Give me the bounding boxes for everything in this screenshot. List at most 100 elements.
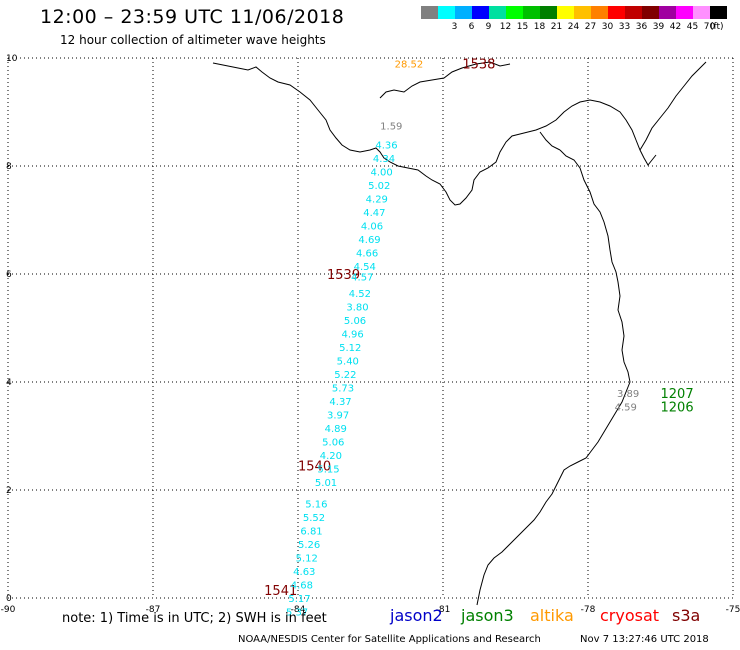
wave-height-value: 4.54	[354, 262, 376, 273]
legend-label: 33	[618, 22, 631, 32]
y-tick-label: 10	[6, 54, 18, 64]
legend-swatch	[421, 6, 438, 19]
track-number-label: 1539	[327, 268, 360, 283]
satellite-name-jason2: jason2	[390, 606, 443, 625]
legend-swatch	[659, 6, 676, 19]
legend-label: 30	[601, 22, 614, 32]
footer-timestamp: Nov 7 13:27:46 UTC 2018	[580, 634, 709, 645]
wave-height-value: 5.06	[322, 437, 344, 448]
wave-height-value: 4.47	[363, 208, 385, 219]
legend-label: 18	[533, 22, 546, 32]
track-number-label: 1540	[298, 460, 331, 475]
wave-height-value: 5.37	[286, 608, 308, 619]
y-tick-label: 6	[6, 270, 12, 280]
legend-unit: (ft)	[710, 22, 724, 32]
legend-swatch	[523, 6, 540, 19]
legend-swatch	[489, 6, 506, 19]
legend-swatch	[693, 6, 710, 19]
legend-label: 70	[703, 22, 716, 32]
x-tick-label: -87	[146, 605, 161, 615]
wave-height-value: 5.73	[332, 383, 354, 394]
legend-swatch	[438, 6, 455, 19]
wave-height-value: 4.52	[349, 289, 371, 300]
y-tick-label: 0	[6, 594, 12, 604]
wave-height-value: 4.06	[361, 221, 383, 232]
legend-label: 6	[468, 22, 475, 32]
x-tick-label: -81	[436, 605, 451, 615]
wave-height-value: 6.81	[300, 527, 322, 538]
x-tick-label: -84	[291, 605, 306, 615]
wave-height-value: 3.80	[346, 302, 368, 313]
wave-height-value: 5.02	[368, 181, 390, 192]
wave-height-value: 4.36	[375, 140, 397, 151]
wave-height-value: 5.01	[315, 478, 337, 489]
legend-label: 12	[499, 22, 512, 32]
x-tick-label: -78	[581, 605, 596, 615]
page-title: 12:00 – 23:59 UTC 11/06/2018	[40, 6, 345, 28]
legend-swatch	[557, 6, 574, 19]
wave-height-value: 3.89	[617, 389, 639, 400]
legend-swatch	[506, 6, 523, 19]
track-number-label: 1206	[661, 400, 694, 415]
wave-height-value: 4.68	[291, 581, 313, 592]
wave-height-value: 4.34	[373, 154, 395, 165]
map-axes: -90 -87 -84 -81 -78 -75 0 2 4 6 8 10	[1, 54, 740, 615]
satellite-name-jason3: jason3	[461, 606, 514, 625]
legend-swatch	[540, 6, 557, 19]
legend-label: 42	[669, 22, 682, 32]
wave-height-value: 5.40	[337, 356, 359, 367]
legend-swatch	[455, 6, 472, 19]
wave-height-value: 4.66	[356, 248, 378, 259]
legend-swatch	[608, 6, 625, 19]
wave-height-value: 4.59	[615, 402, 637, 413]
wave-height-value: 5.12	[339, 343, 361, 354]
wave-height-value: 5.06	[344, 316, 366, 327]
legend-label: 15	[516, 22, 529, 32]
legend-label: 9	[485, 22, 492, 32]
legend-swatch	[472, 6, 489, 19]
legend-swatch	[625, 6, 642, 19]
wave-height-value: 4.37	[329, 397, 351, 408]
wave-height-value: 28.52	[395, 59, 424, 70]
wave-height-value: 4.00	[371, 167, 393, 178]
wave-height-value: 1.59	[380, 122, 402, 133]
wave-height-value: 5.12	[296, 554, 318, 565]
wave-height-observations: 28.52 1.59 4.36 4.34 4.00 5.02 4.29 4.47 4.06 4.6…	[286, 59, 639, 618]
legend-label: 39	[652, 22, 665, 32]
wave-height-value: 4.89	[325, 424, 347, 435]
wave-height-value: 5.52	[303, 513, 325, 524]
x-tick-label: -90	[1, 605, 16, 615]
wave-height-value: 4.69	[358, 235, 380, 246]
legend-swatch	[574, 6, 591, 19]
wave-height-value: 5.15	[317, 464, 339, 475]
wave-height-value: 5.17	[288, 594, 310, 605]
track-number-label: 1207	[661, 387, 694, 402]
wave-height-value: 5.26	[298, 540, 320, 551]
legend-label: 27	[584, 22, 597, 32]
wave-height-value: 4.20	[320, 451, 342, 462]
legend-label: 21	[550, 22, 563, 32]
legend-swatch	[710, 6, 727, 19]
legend-label: 45	[686, 22, 699, 32]
legend-swatch	[591, 6, 608, 19]
track-number-label: 1541	[264, 584, 297, 599]
wave-height-value: 4.57	[351, 273, 373, 284]
y-tick-label: 2	[6, 486, 12, 496]
legend-swatch	[676, 6, 693, 19]
legend-label: 3	[451, 22, 458, 32]
track-number-label: 1538	[462, 57, 495, 72]
satellite-name-s3a: s3a	[672, 606, 701, 625]
wave-height-value: 5.22	[334, 370, 356, 381]
y-tick-label: 8	[6, 162, 12, 172]
y-tick-label: 4	[6, 378, 12, 388]
page-subtitle: 12 hour collection of altimeter wave hei…	[60, 33, 326, 47]
wave-height-value: 5.16	[305, 500, 327, 511]
satellite-name-cryosat: cryosat	[600, 606, 660, 625]
legend-label: 36	[635, 22, 648, 32]
legend-swatch	[642, 6, 659, 19]
legend-label: 24	[567, 22, 580, 32]
wave-height-value: 4.96	[342, 329, 364, 340]
satellite-name-altika: altika	[530, 606, 574, 625]
